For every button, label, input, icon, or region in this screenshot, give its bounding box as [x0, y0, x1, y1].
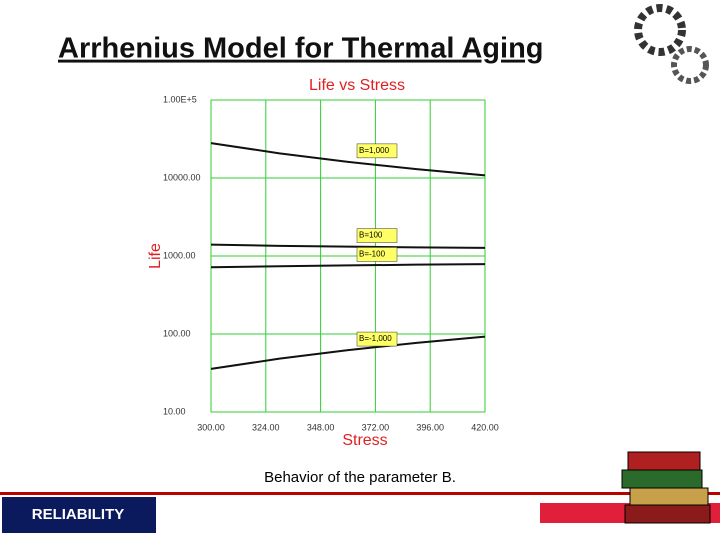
- series-label-box: [356, 228, 398, 243]
- x-tick-label: 300.00: [197, 422, 225, 432]
- x-axis-label: Stress: [342, 432, 387, 449]
- series-line: [210, 263, 486, 269]
- x-tick-label: 348.00: [307, 422, 335, 432]
- series-line: [210, 243, 486, 249]
- slide-title: Arrhenius Model for Thermal Aging: [58, 33, 544, 65]
- caption: Behavior of the parameter B.: [264, 469, 456, 486]
- x-tick-label: 396.00: [416, 422, 444, 432]
- series-label-box: [356, 331, 398, 347]
- books-icon: [621, 451, 711, 524]
- x-tick-label: 420.00: [471, 422, 499, 432]
- x-tick-label: 372.00: [362, 422, 390, 432]
- series-label: B=-1,000: [359, 334, 392, 343]
- y-tick-label: 100.00: [163, 328, 191, 338]
- series-label: B=100: [359, 231, 383, 240]
- series-label-box: [356, 247, 398, 262]
- y-tick-label: 1.00E+5: [163, 94, 197, 104]
- x-tick-label: 324.00: [252, 422, 280, 432]
- series-line: [210, 142, 486, 177]
- y-tick-label: 10000.00: [163, 172, 201, 182]
- series-label: B=-100: [359, 250, 386, 259]
- series-label: B=1,000: [359, 146, 390, 155]
- footer-box: [2, 497, 156, 533]
- divider: [0, 492, 720, 495]
- y-axis-label: Life: [147, 243, 164, 269]
- series-line: [210, 335, 486, 370]
- footer-label: RELIABILITY: [32, 506, 125, 523]
- gear-icon: [634, 4, 709, 84]
- y-tick-label: 1000.00: [163, 250, 196, 260]
- y-tick-label: 10.00: [163, 406, 186, 416]
- series-label-box: [356, 143, 398, 159]
- chart-title: Life vs Stress: [309, 77, 405, 94]
